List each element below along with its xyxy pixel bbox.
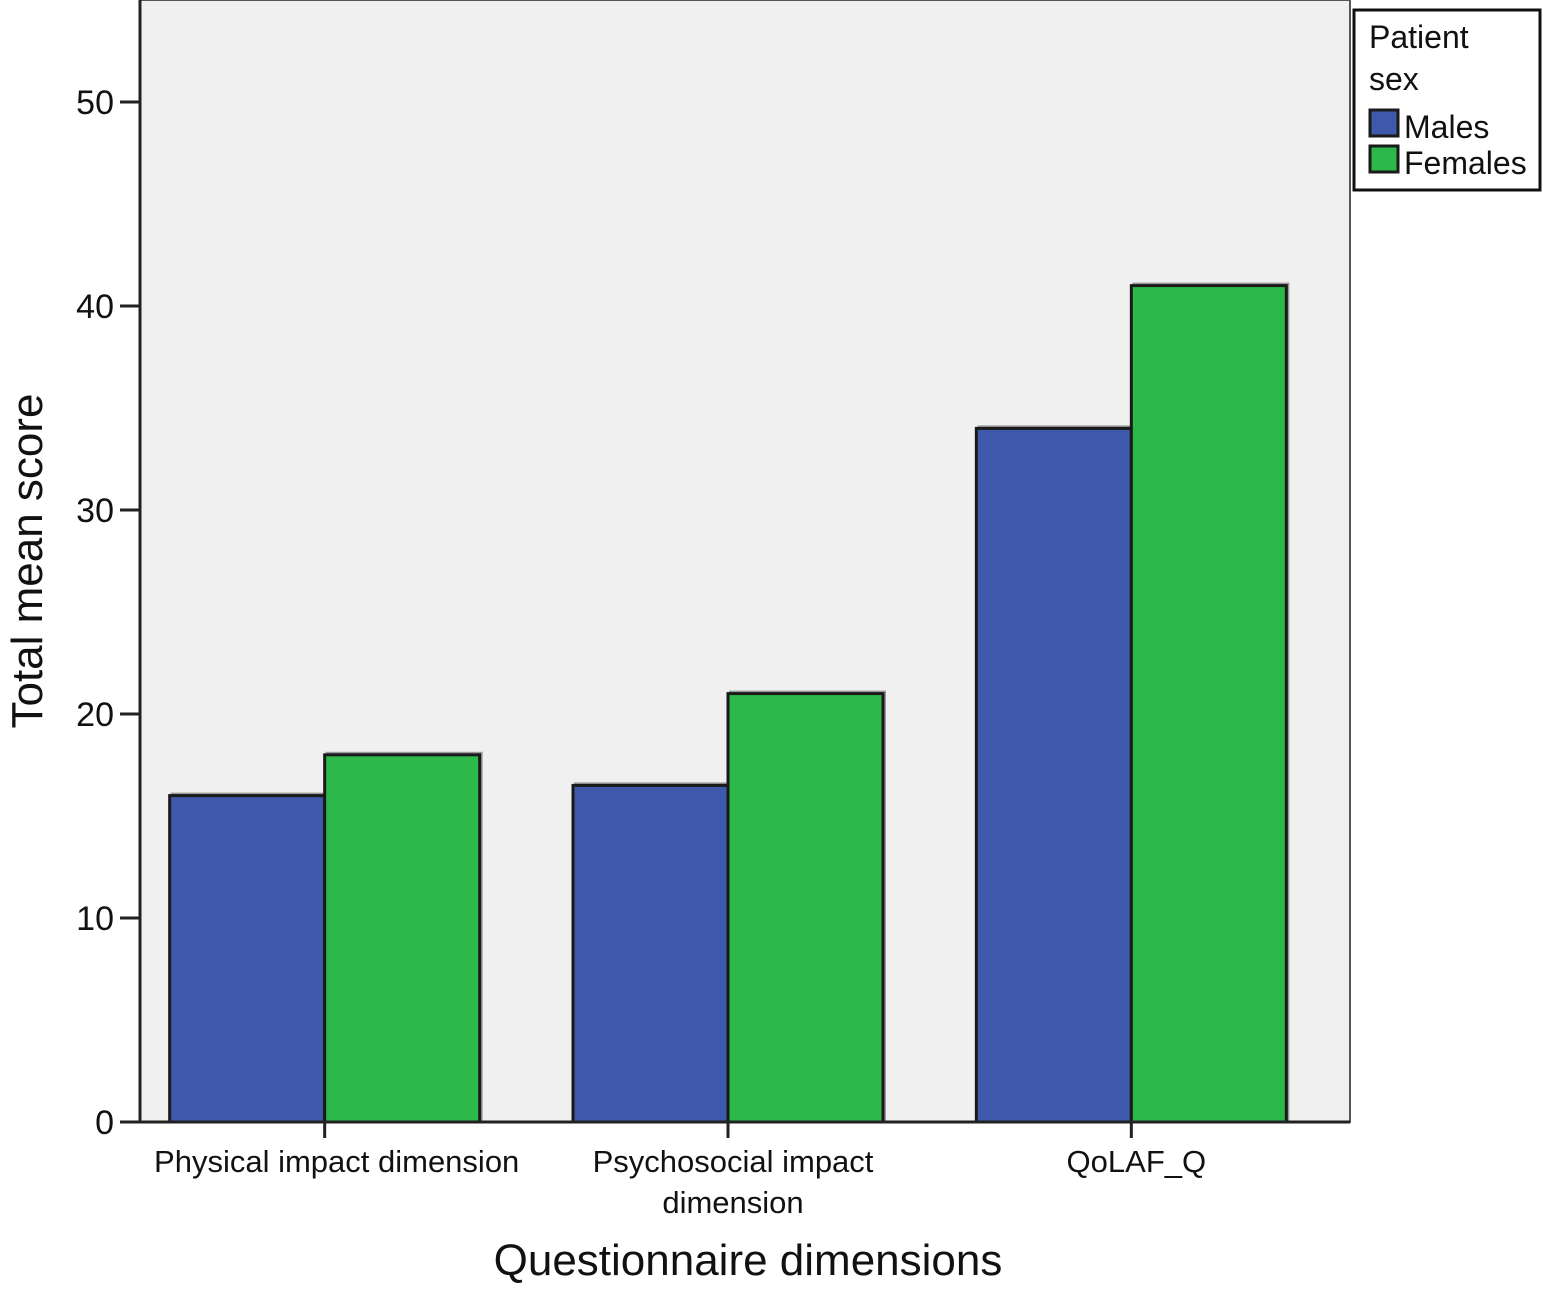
legend-swatch-females xyxy=(1368,144,1400,174)
x-category-label: Psychosocial impact xyxy=(593,1144,874,1179)
bar-males-1 xyxy=(571,783,730,1124)
x-axis-ticks: Physical impact dimension Psychosocial im… xyxy=(154,1122,1206,1220)
bar-males-2 xyxy=(974,426,1133,1124)
y-tick-label: 40 xyxy=(76,288,114,326)
y-tick-label: 50 xyxy=(76,84,114,122)
bars-group xyxy=(168,282,1290,1124)
x-category-label: dimension xyxy=(662,1185,803,1220)
y-tick-label: 20 xyxy=(76,696,114,734)
y-tick-label: 0 xyxy=(95,1104,114,1142)
bar-females-2 xyxy=(1129,284,1288,1124)
x-axis-title: Questionnaire dimensions xyxy=(494,1236,1003,1285)
y-tick-label: 30 xyxy=(76,492,114,530)
x-category-label: Physical impact dimension xyxy=(154,1144,519,1179)
legend-title-line-2: sex xyxy=(1369,61,1419,97)
legend-label-females: Females xyxy=(1404,145,1527,181)
x-category-label: QoLAF_Q xyxy=(1067,1144,1207,1179)
y-axis-title: Total mean score xyxy=(3,393,52,728)
legend-title-line-1: Patient xyxy=(1369,19,1469,55)
legend-label-males: Males xyxy=(1404,109,1489,145)
bar-females-1 xyxy=(726,692,885,1124)
bar-females-0 xyxy=(323,753,482,1124)
y-axis-ticks: 0 10 20 30 40 50 xyxy=(76,84,140,1142)
legend-swatch-males xyxy=(1368,108,1400,138)
bar-males-0 xyxy=(168,794,327,1124)
y-tick-label: 10 xyxy=(76,900,114,938)
